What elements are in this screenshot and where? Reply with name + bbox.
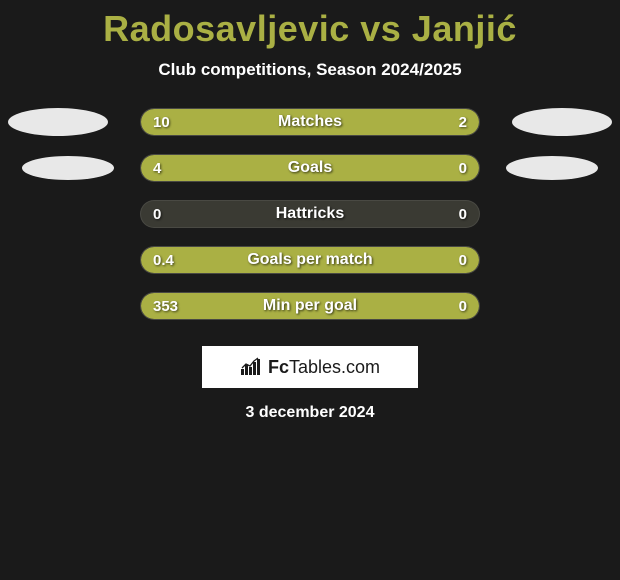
stat-row: 00Hattricks xyxy=(0,200,620,228)
brand-part-a: Fc xyxy=(268,357,289,377)
player-badge-right xyxy=(506,156,598,180)
stat-label: Matches xyxy=(141,113,479,131)
stat-label: Goals per match xyxy=(141,251,479,269)
stat-pill: 00Hattricks xyxy=(140,200,480,228)
brand-part-b: Tables xyxy=(289,357,341,377)
stat-pill: 0.40Goals per match xyxy=(140,246,480,274)
stat-pill: 40Goals xyxy=(140,154,480,182)
stat-label: Goals xyxy=(141,159,479,177)
date-label: 3 december 2024 xyxy=(0,404,620,422)
stat-label: Hattricks xyxy=(141,205,479,223)
stat-pill: 102Matches xyxy=(140,108,480,136)
brand-part-c: .com xyxy=(341,357,380,377)
page-title: Radosavljevic vs Janjić xyxy=(0,0,620,50)
player-badge-left xyxy=(22,156,114,180)
stat-row: 102Matches xyxy=(0,108,620,136)
bars-icon xyxy=(240,357,262,377)
player-badge-left xyxy=(8,108,108,136)
comparison-rows: 102Matches 40Goals 00Hattricks 0.40Goals pe… xyxy=(0,108,620,320)
brand-text: FcTables.com xyxy=(268,357,380,378)
stat-row: 0.40Goals per match xyxy=(0,246,620,274)
stat-row: 3530Min per goal xyxy=(0,292,620,320)
stat-label: Min per goal xyxy=(141,297,479,315)
stat-row: 40Goals xyxy=(0,154,620,182)
player-badge-right xyxy=(512,108,612,136)
stat-pill: 3530Min per goal xyxy=(140,292,480,320)
page-subtitle: Club competitions, Season 2024/2025 xyxy=(0,60,620,80)
brand-logo: FcTables.com xyxy=(202,346,418,388)
